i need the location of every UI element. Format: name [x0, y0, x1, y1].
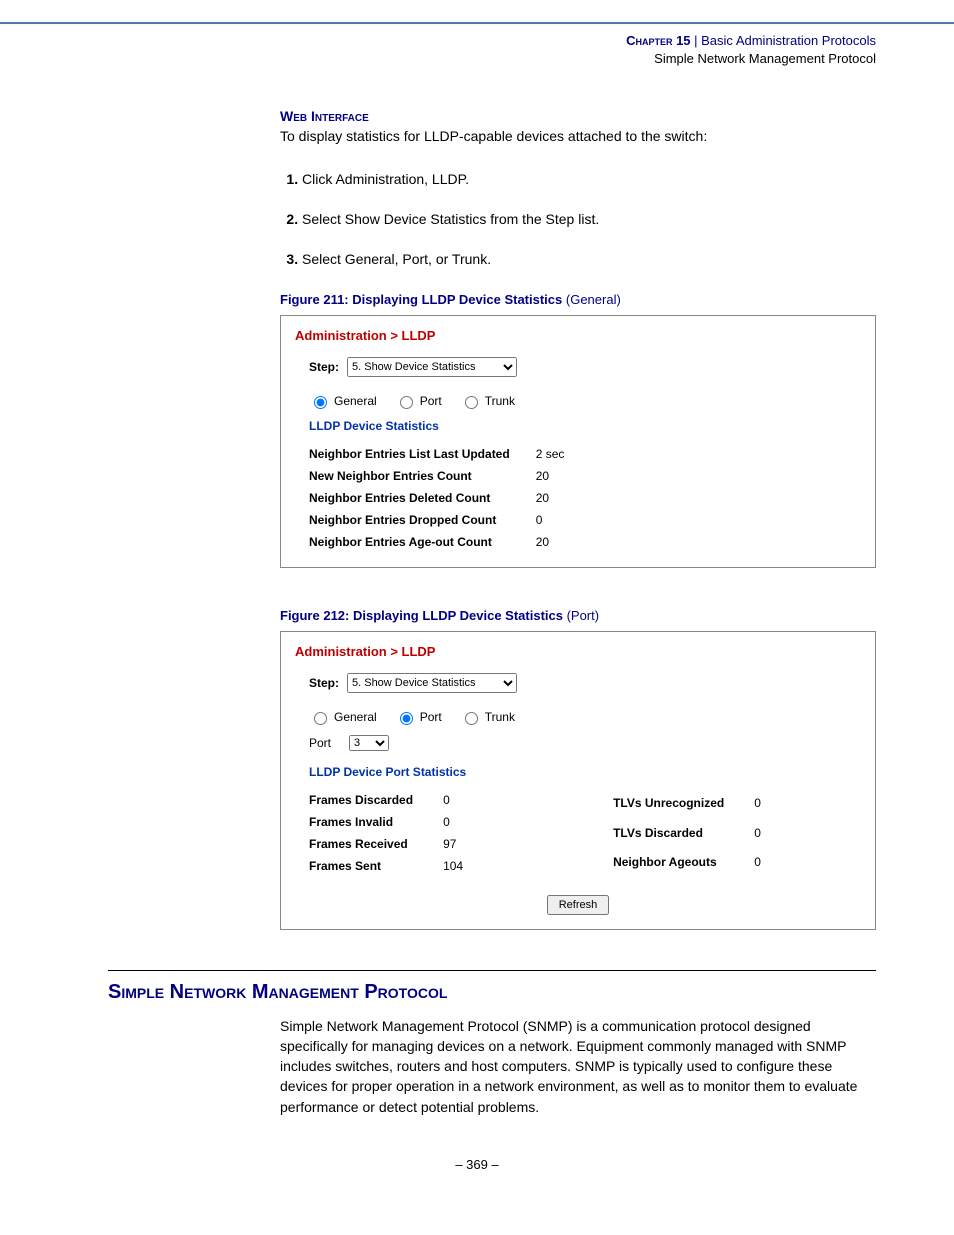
snmp-paragraph: Simple Network Management Protocol (SNMP… [280, 1016, 876, 1117]
stats-table: Neighbor Entries List Last Updated2 sec … [309, 443, 590, 553]
port-stats-title: LLDP Device Port Statistics [309, 765, 861, 779]
port-label: Port [309, 736, 331, 750]
radio-trunk[interactable]: Trunk [460, 393, 515, 409]
steps-list: Click Administration, LLDP. Select Show … [280, 169, 876, 270]
radio-general[interactable]: General [309, 709, 377, 725]
step-item: Select General, Port, or Trunk. [302, 249, 876, 269]
intro-text: To display statistics for LLDP-capable d… [280, 126, 876, 146]
chapter-label: Chapter 15 [626, 33, 690, 48]
figure-211-screenshot: Administration > LLDP Step: 5. Show Devi… [280, 315, 876, 568]
radio-port[interactable]: Port [395, 709, 442, 725]
port-stats-left: Frames Discarded0 Frames Invalid0 Frames… [309, 789, 493, 877]
step-label: Step: [309, 676, 339, 690]
snmp-heading: Simple Network Management Protocol [108, 981, 954, 1004]
breadcrumb: Administration > LLDP [295, 328, 861, 343]
radio-trunk[interactable]: Trunk [460, 709, 515, 725]
radio-port[interactable]: Port [395, 393, 442, 409]
radio-general[interactable]: General [309, 393, 377, 409]
refresh-button[interactable]: Refresh [547, 895, 610, 915]
step-select[interactable]: 5. Show Device Statistics [347, 673, 517, 693]
port-stats-right: TLVs Unrecognized0 TLVs Discarded0 Neigh… [613, 789, 791, 877]
figure-212-caption: Figure 212: Displaying LLDP Device Stati… [280, 608, 876, 623]
breadcrumb: Administration > LLDP [295, 644, 861, 659]
step-item: Select Show Device Statistics from the S… [302, 209, 876, 229]
step-item: Click Administration, LLDP. [302, 169, 876, 189]
page-number: – 369 – [0, 1157, 954, 1192]
web-interface-heading: Web Interface [280, 108, 876, 124]
port-select[interactable]: 3 [349, 735, 389, 751]
step-label: Step: [309, 360, 339, 374]
chapter-subtitle: Simple Network Management Protocol [654, 51, 876, 66]
figure-211-caption: Figure 211: Displaying LLDP Device Stati… [280, 292, 876, 307]
chapter-title: Basic Administration Protocols [701, 33, 876, 48]
figure-212-screenshot: Administration > LLDP Step: 5. Show Devi… [280, 631, 876, 930]
stats-title: LLDP Device Statistics [309, 419, 861, 433]
step-select[interactable]: 5. Show Device Statistics [347, 357, 517, 377]
page-header: Chapter 15 | Basic Administration Protoc… [0, 32, 954, 68]
